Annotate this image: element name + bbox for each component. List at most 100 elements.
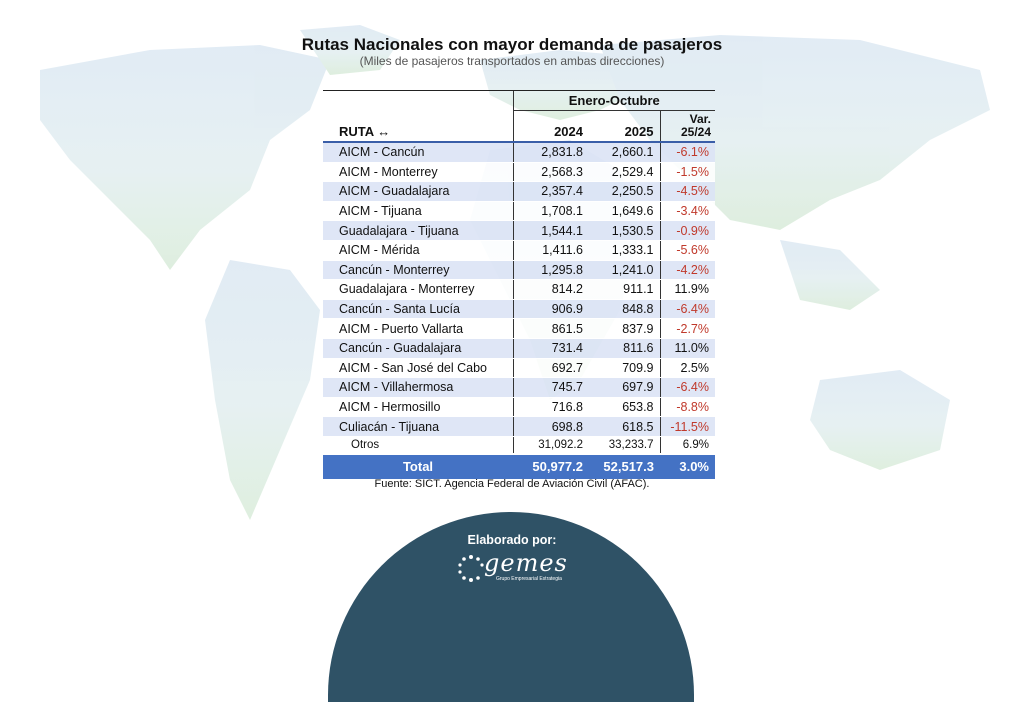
value-2025-cell: 618.5 [589,416,660,437]
route-cell: AICM - San José del Cabo [323,358,513,379]
value-2024-cell: 698.8 [512,416,589,437]
route-cell: Cancún - Guadalajara [323,338,513,359]
variation-cell: -4.5% [659,181,715,202]
value-2025-cell: 2,660.1 [589,142,660,163]
others-row: Otros 31,092.2 33,233.7 6.9% [323,435,715,454]
route-cell: AICM - Tijuana [323,201,513,222]
value-2025-cell: 1,649.6 [589,201,660,222]
route-cell: AICM - Puerto Vallarta [323,318,513,339]
variation-cell: 11.9% [659,279,715,300]
value-2024-cell: 2,568.3 [512,162,589,183]
others-2025-cell: 33,233.7 [589,435,660,454]
variation-cell: -11.5% [659,416,715,437]
table-row: AICM - Monterrey 2,568.3 2,529.4 -1.5% [323,162,715,183]
table-row: Cancún - Guadalajara 731.4 811.6 11.0% [323,338,715,359]
header-blank [323,91,513,111]
others-variation-cell: 6.9% [659,435,715,454]
value-2024-cell: 745.7 [512,377,589,398]
variation-cell: -8.8% [659,397,715,418]
value-2024-cell: 814.2 [512,279,589,300]
value-2024-cell: 1,295.8 [512,260,589,281]
route-column-header: RUTA ↔ [339,124,391,139]
route-cell: AICM - Hermosillo [323,397,513,418]
others-label: Otros [323,435,513,454]
value-2024-cell: 1,411.6 [512,240,589,261]
value-2025-cell: 911.1 [589,279,660,300]
table-row: AICM - Villahermosa 745.7 697.9 -6.4% [323,377,715,398]
variation-cell: -1.5% [659,162,715,183]
value-2024-cell: 2,357.4 [512,181,589,202]
year-2025-header: 2025 [624,124,654,139]
table-row: AICM - Tijuana 1,708.1 1,649.6 -3.4% [323,201,715,222]
variation-cell: -6.4% [659,377,715,398]
variation-cell: 2.5% [659,358,715,379]
year-2024-header: 2024 [512,110,589,141]
table-row: AICM - Guadalajara 2,357.4 2,250.5 -4.5% [323,181,715,202]
value-2024-cell: 731.4 [512,338,589,359]
route-cell: AICM - Villahermosa [323,377,513,398]
variation-cell: -4.2% [659,260,715,281]
value-2025-cell: 697.9 [589,377,660,398]
variation-cell: -6.1% [659,142,715,163]
value-2025-cell: 1,333.1 [589,240,660,261]
variation-cell: -3.4% [659,201,715,222]
route-cell: Cancún - Santa Lucía [323,299,513,320]
logo-dots-icon [458,555,484,582]
value-2024-cell: 2,831.8 [512,142,589,163]
total-variation-cell: 3.0% [660,452,715,479]
table-row: Culiacán - Tijuana 698.8 618.5 -11.5% [323,416,715,437]
value-2024-cell: 906.9 [512,299,589,320]
table-row: Cancún - Santa Lucía 906.9 848.8 -6.4% [323,299,715,320]
total-row: Total 50,977.2 52,517.3 3.0% [323,452,715,479]
value-2025-cell: 837.9 [589,318,660,339]
period-header: Enero-Octubre [512,91,715,111]
value-2025-cell: 2,529.4 [589,162,660,183]
value-2025-cell: 653.8 [589,397,660,418]
value-2025-cell: 811.6 [589,338,660,359]
table-row: AICM - Mérida 1,411.6 1,333.1 -5.6% [323,240,715,261]
total-2024-cell: 50,977.2 [513,452,589,479]
route-cell: Cancún - Monterrey [323,260,513,281]
value-2025-cell: 709.9 [589,358,660,379]
value-2025-cell: 2,250.5 [589,181,660,202]
route-cell: AICM - Mérida [323,240,513,261]
value-2025-cell: 848.8 [589,299,660,320]
page-title: Rutas Nacionales con mayor demanda de pa… [301,35,723,54]
variation-cell: -0.9% [659,220,715,241]
total-2025-cell: 52,517.3 [589,452,660,479]
logo-tagline: Grupo Empresarial Estrategia [496,576,562,582]
route-cell: AICM - Cancún [323,142,513,163]
variation-cell: 11.0% [659,338,715,359]
source-note: Fuente: SICT. Agencia Federal de Aviació… [374,478,650,490]
value-2025-cell: 1,241.0 [589,260,660,281]
route-cell: AICM - Monterrey [323,162,513,183]
value-2024-cell: 716.8 [512,397,589,418]
value-2024-cell: 1,544.1 [512,220,589,241]
table-row: Cancún - Monterrey 1,295.8 1,241.0 -4.2% [323,260,715,281]
table-row: AICM - San José del Cabo 692.7 709.9 2.5% [323,358,715,379]
variation-cell: -5.6% [659,240,715,261]
route-cell: Guadalajara - Tijuana [323,220,513,241]
variation-cell: -2.7% [659,318,715,339]
table-row: Guadalajara - Monterrey 814.2 911.1 11.9% [323,279,715,300]
value-2024-cell: 861.5 [512,318,589,339]
total-label: Total [323,452,513,479]
table-row: AICM - Cancún 2,831.8 2,660.1 -6.1% [323,142,715,163]
gemes-logo: gemes Grupo Empresarial Estrategia [456,549,568,585]
logo-wordmark: gemes [484,549,568,577]
variation-header: Var. 25/24 [659,110,715,141]
route-cell: Guadalajara - Monterrey [323,279,513,300]
others-2024-cell: 31,092.2 [512,435,589,454]
variation-header-line2: 25/24 [680,125,711,139]
made-by-label: Elaborado por: [467,533,557,547]
value-2025-cell: 1,530.5 [589,220,660,241]
variation-header-line1: Var. [689,112,711,126]
route-cell: Culiacán - Tijuana [323,416,513,437]
route-cell: AICM - Guadalajara [323,181,513,202]
table-row: Guadalajara - Tijuana 1,544.1 1,530.5 -0.9% [323,220,715,241]
table-row: AICM - Hermosillo 716.8 653.8 -8.8% [323,397,715,418]
routes-table: Enero-Octubre RUTA ↔ 2024 2025 Var. 25/24… [323,90,715,479]
value-2024-cell: 692.7 [512,358,589,379]
value-2024-cell: 1,708.1 [512,201,589,222]
page-subtitle: (Miles de pasajeros transportados en amb… [359,54,665,68]
